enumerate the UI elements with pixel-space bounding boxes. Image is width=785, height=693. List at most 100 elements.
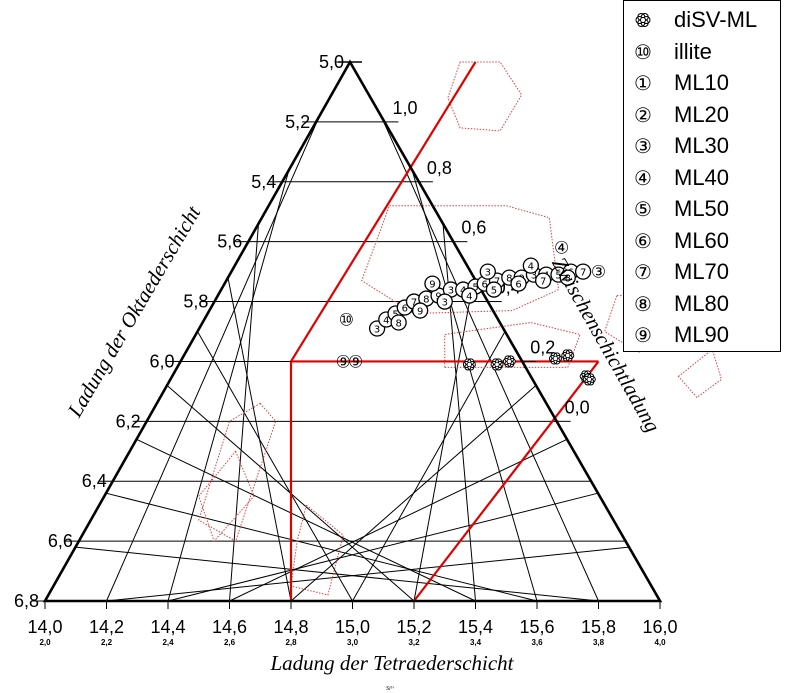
ml-point-label: 8: [423, 295, 429, 306]
legend-entry: diSV-ML: [630, 7, 757, 33]
red-boundary-lines: [289, 61, 600, 602]
tick-labels: 5,0 5,2 5,4 5,6 5,8 6,0 6,2 6,4 6,6 6,8 1,0 0,8 0,6 0…: [14, 52, 678, 647]
ml-point: [390, 314, 407, 331]
disv-ml-point-core: [586, 376, 592, 383]
dotted-region: [290, 504, 344, 596]
bottom-tick-label: 15,0: [335, 617, 370, 637]
left-tick-label: 6,2: [116, 411, 141, 431]
disv-ml-point-core: [494, 361, 500, 368]
legend-label: ML60: [674, 227, 730, 253]
ml-point-label: 9: [417, 307, 423, 318]
bottom-subtick-label: 3,2: [408, 638, 420, 647]
legend-entry: ④ ML40: [630, 165, 729, 191]
bottom-subtick-label: 2,6: [224, 638, 236, 647]
ml-point-label: 5: [472, 283, 478, 294]
bottom-tick-label: 15,6: [519, 617, 554, 637]
ml-point: [436, 293, 453, 310]
ml-point-label: 7: [540, 277, 546, 288]
bottom-tick-label: 14,4: [150, 617, 185, 637]
bottom-tick-label: 14,8: [273, 617, 308, 637]
legend-entry: ⑦ ML70: [630, 259, 729, 285]
legend-symbol: ⑧: [634, 291, 652, 316]
left-tick-label: 5,0: [319, 52, 344, 72]
right-tick-label: 0,0: [565, 397, 590, 417]
legend-label: ML40: [674, 164, 730, 190]
left-tick-label: 5,8: [183, 292, 208, 312]
ml-point-label: 4: [383, 316, 389, 327]
bottom-tick-label: 15,2: [396, 617, 431, 637]
dotted-region: [447, 61, 523, 132]
triangle-outline: [42, 59, 663, 603]
left-tick-label: 5,2: [285, 112, 310, 132]
bottom-subtick-label: 3,8: [593, 638, 605, 647]
red-line: [413, 360, 600, 602]
ml-point-label: 9: [429, 280, 435, 291]
left-tick-label: 6,8: [14, 591, 39, 611]
dotted-region: [677, 348, 723, 399]
series-point: ④: [554, 239, 569, 259]
legend-label: ML30: [674, 133, 730, 158]
legend-symbol: ⑤: [634, 197, 652, 221]
dotted-region: [198, 402, 277, 542]
ml-point: [522, 257, 539, 274]
right-tick-label: 1,0: [392, 98, 417, 118]
bottom-subtick-label: 2,4: [162, 638, 174, 647]
ml-point-label: 3: [374, 325, 380, 336]
legend-symbol: ⑦: [634, 260, 652, 284]
legend-entry: ③ ML30: [630, 133, 729, 159]
ml-point-label: 7: [580, 268, 586, 279]
grid-line: [197, 331, 353, 602]
bottom-subtick-label: 2,8: [285, 638, 297, 647]
legend: diSV-ML ⑩ illite ① ML10 ② ML20 ③ ML30 ④ ML40 ⑤ ML50 ⑥…: [623, 0, 781, 352]
legend-label: diSV-ML: [674, 7, 758, 32]
bottom-axis-label: Ladung der Tetraederschicht: [269, 651, 514, 675]
bottom-subtick-label: 2,2: [101, 638, 113, 647]
ml-point: [559, 269, 576, 286]
bottom-subtick-label: 3,0: [347, 638, 359, 647]
ml-point-label: 8: [506, 274, 512, 285]
bottom-subtick-label: 2,0: [39, 638, 51, 647]
dotted-region: [361, 205, 560, 315]
grid-line: [380, 115, 599, 602]
legend-entry: ⑨ ML90: [630, 322, 729, 348]
ml-point-label: 4: [466, 292, 472, 303]
ml-point-label: 3: [442, 298, 448, 309]
ml-point: [510, 275, 527, 292]
legend-label: ML50: [674, 196, 730, 221]
series-point: ③: [591, 263, 606, 283]
legend-entry: ② ML20: [630, 102, 729, 128]
ml-point-label: 5: [491, 286, 497, 297]
legend-symbol: [630, 7, 656, 33]
legend-entry: ⑧ ML80: [630, 291, 729, 317]
bottom-axis-sublabel: Siᴵᵛ: [386, 686, 394, 692]
ml-point: [535, 272, 552, 289]
legend-symbol: ⑩: [634, 39, 652, 64]
bottom-subtick-label: 4,0: [654, 638, 666, 647]
left-tick-label: 6,0: [150, 351, 175, 371]
legend-symbol: ②: [634, 102, 652, 127]
ml-point: [424, 275, 441, 292]
bottom-tick-label: 16,0: [642, 617, 677, 637]
disv-ml-point-core: [552, 355, 559, 362]
disv-ml-point-core: [506, 358, 512, 365]
legend-symbol: ⑨: [634, 323, 652, 347]
ml-point: [411, 302, 429, 319]
bottom-tick-label: 15,4: [458, 617, 493, 637]
legend-entry: ⑤ ML50: [630, 196, 729, 222]
grid-line: [75, 546, 599, 602]
legend-entry: ① ML10: [630, 70, 729, 96]
ml-point-label: 6: [482, 280, 488, 291]
legend-label: ML70: [674, 259, 730, 284]
legend-label: ML20: [674, 101, 730, 127]
disv-ml-point-core: [466, 361, 472, 368]
legend-symbol: ③: [634, 134, 652, 158]
bottom-tick-label: 15,8: [581, 617, 616, 637]
grid-line: [411, 169, 538, 602]
grid-line: [136, 438, 476, 602]
left-tick-label: 6,4: [82, 471, 107, 491]
legend-entry: ⑩ illite: [630, 39, 712, 65]
ml-point: [574, 263, 592, 280]
legend-label: illite: [674, 38, 712, 64]
ml-point-label: 5: [555, 271, 561, 282]
right-tick-label: 0,2: [530, 337, 555, 357]
